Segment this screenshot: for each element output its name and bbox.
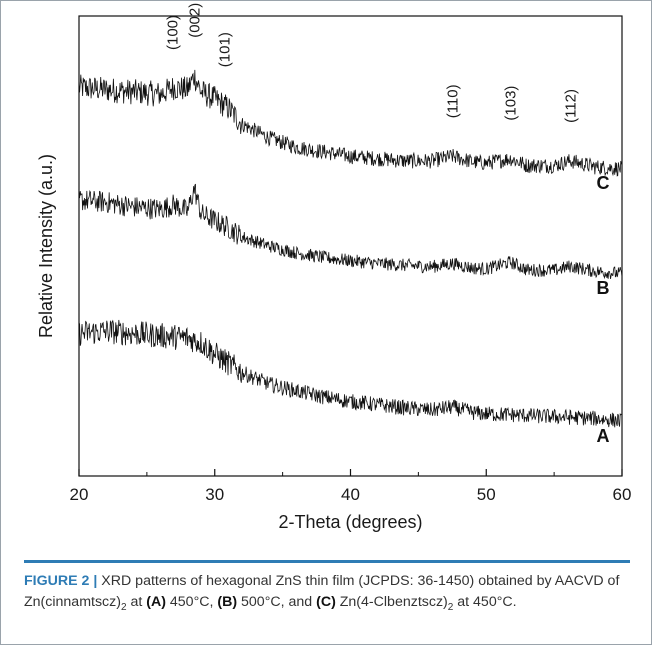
x-tick-label: 40: [341, 485, 360, 504]
x-tick-label: 30: [205, 485, 224, 504]
ticks-layer: 20 30 40 50 60: [70, 469, 632, 504]
caption-subscript-2: 2: [447, 601, 454, 613]
caption-tag-b: (B): [217, 594, 238, 610]
plot-area-border: [78, 15, 623, 477]
caption-label: FIGURE 2 |: [24, 573, 98, 589]
curve-label-c: C: [596, 173, 609, 193]
series-line-b: [78, 183, 623, 280]
peak-label: (002): [186, 3, 203, 38]
x-tick-label: 50: [477, 485, 496, 504]
caption-subscript-1: 2: [120, 601, 127, 613]
curve-label-b: B: [596, 278, 609, 298]
curve-labels: C B A: [596, 173, 609, 446]
curve-label-a: A: [596, 426, 609, 446]
x-tick-label: 60: [613, 485, 632, 504]
caption-text-2: at: [126, 594, 147, 610]
caption-text-4: 500°C, and: [237, 594, 317, 610]
x-axis-title: 2-Theta (degrees): [278, 512, 422, 532]
x-tick-label: 20: [70, 485, 89, 504]
peak-label: (101): [216, 32, 233, 67]
y-axis-title: Relative Intensity (a.u.): [36, 154, 56, 338]
peak-label: (100): [165, 15, 182, 50]
caption-text-5: Zn(4-Clbenztscz): [335, 594, 448, 610]
series-line-c: [78, 69, 623, 177]
caption-tag-c: (C): [316, 594, 336, 610]
caption-tag-a: (A): [146, 594, 166, 610]
xrd-chart: 20 30 40 50 60 (100) (002) (101) (110) (103) (112…: [36, 3, 632, 532]
peak-label: (112): [562, 89, 579, 123]
data-layer: [78, 69, 623, 428]
peak-label: (110): [444, 84, 461, 118]
caption-text-6: at 450°C.: [453, 594, 517, 610]
peak-label: (103): [503, 86, 520, 121]
caption-text-1: XRD patterns of hexagonal ZnS thin film …: [24, 573, 620, 610]
figure-caption: FIGURE 2 | XRD patterns of hexagonal ZnS…: [24, 560, 630, 613]
peak-labels: (100) (002) (101) (110) (103) (112): [165, 3, 580, 123]
caption-text-3: 450°C,: [165, 594, 218, 610]
series-line-a: [78, 319, 623, 428]
